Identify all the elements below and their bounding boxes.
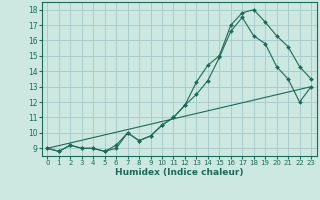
- X-axis label: Humidex (Indice chaleur): Humidex (Indice chaleur): [115, 168, 244, 177]
